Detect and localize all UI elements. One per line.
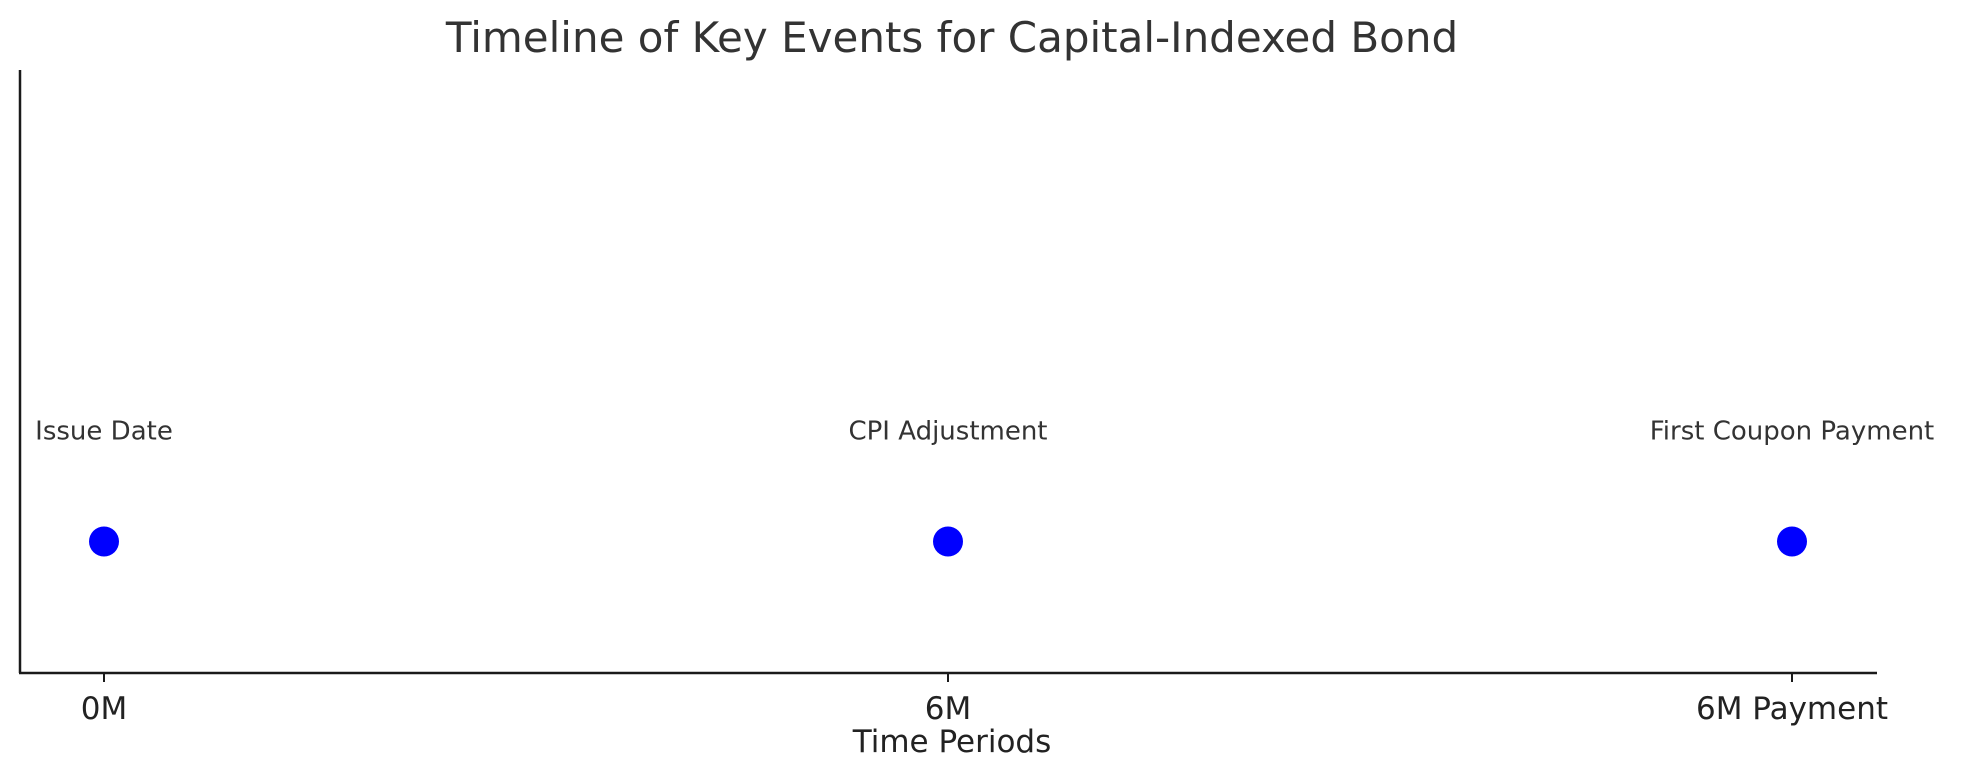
x-axis-ticks: 0M 6M 6M Payment: [81, 673, 1888, 727]
event-annotation: First Coupon Payment: [1650, 417, 1935, 447]
x-tick-label: 6M: [925, 691, 971, 727]
scatter-point: [89, 526, 119, 557]
chart-title: Timeline of Key Events for Capital-Index…: [445, 13, 1458, 62]
event-annotation: Issue Date: [35, 417, 173, 447]
x-axis-label: Time Periods: [852, 724, 1052, 760]
x-tick-label: 6M Payment: [1696, 691, 1888, 727]
x-tick-label: 0M: [81, 691, 127, 727]
event-annotations: Issue Date CPI Adjustment First Coupon Pay…: [35, 417, 1934, 447]
scatter-point: [933, 526, 963, 557]
event-annotation: CPI Adjustment: [848, 417, 1047, 447]
scatter-points: [89, 526, 1807, 557]
scatter-point: [1777, 526, 1807, 557]
